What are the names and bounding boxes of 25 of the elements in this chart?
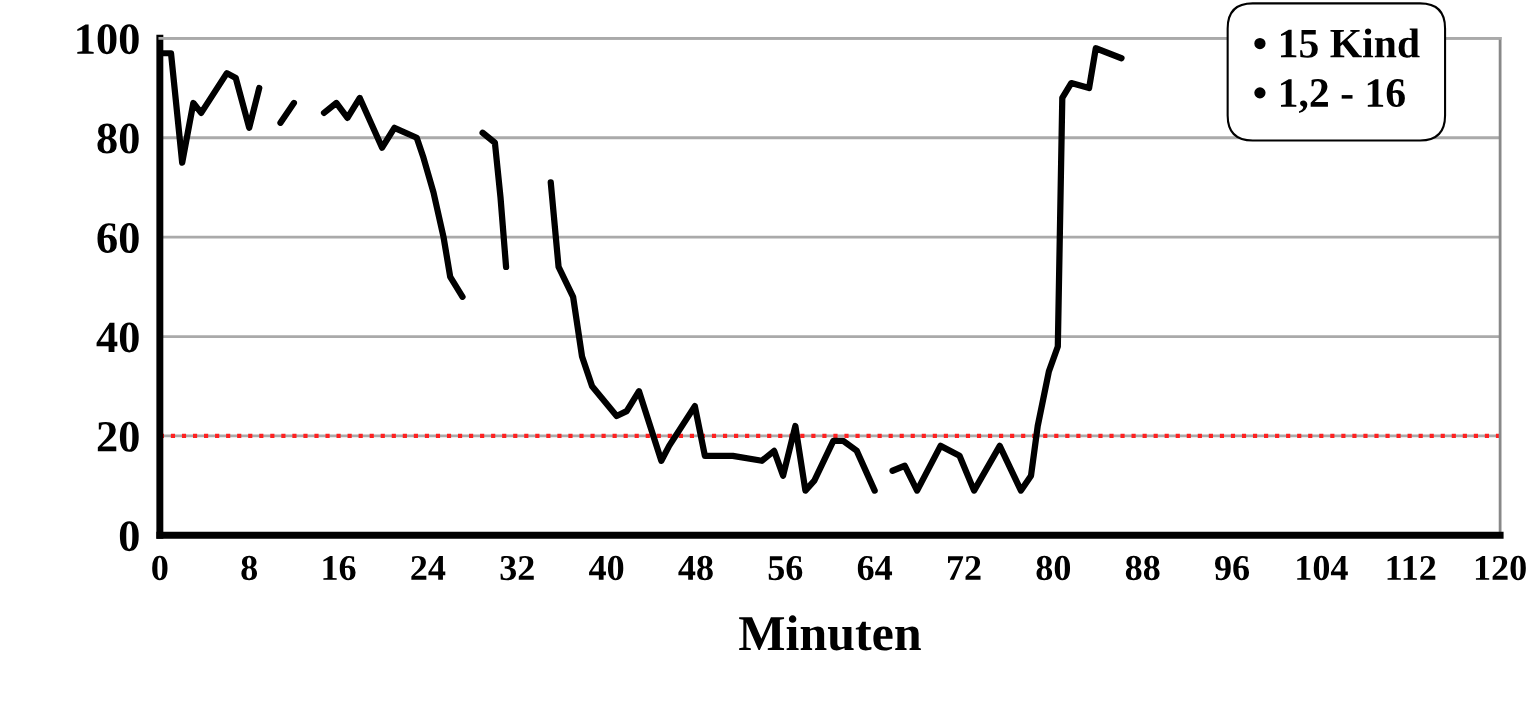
y-tick-label: 0 [119,521,139,552]
x-tick-label: 8 [241,555,258,581]
x-tick-label: 88 [1125,555,1160,581]
annotation: • 1,2 - 16 [1254,79,1405,114]
x-tick-label: 104 [1297,555,1348,581]
x-tick-label: 16 [323,555,356,581]
y-tick-label: 80 [97,123,139,154]
x-tick-label: 0 [152,555,168,581]
y-tick-label: 20 [97,421,139,452]
y-tick-label: 60 [97,223,139,253]
x-tick-label: 72 [948,555,981,580]
x-tick-label: 112 [1387,555,1436,580]
x-tick-label: 56 [768,555,803,581]
x-tick-label: 120 [1475,555,1526,581]
annotation: • 15 Kind [1254,28,1420,58]
x-tick-label: 40 [589,555,624,581]
x-axis-title: Minuten [739,615,921,651]
x-tick-label: 32 [500,555,534,581]
x-tick-label: 48 [678,555,713,581]
x-tick-label: 64 [857,555,893,581]
y-tick-label: 100 [77,24,139,55]
x-tick-label: 96 [1214,555,1250,581]
x-tick-label: 24 [411,555,446,580]
y-tick-label: 40 [96,322,139,353]
x-tick-label: 80 [1036,555,1071,581]
